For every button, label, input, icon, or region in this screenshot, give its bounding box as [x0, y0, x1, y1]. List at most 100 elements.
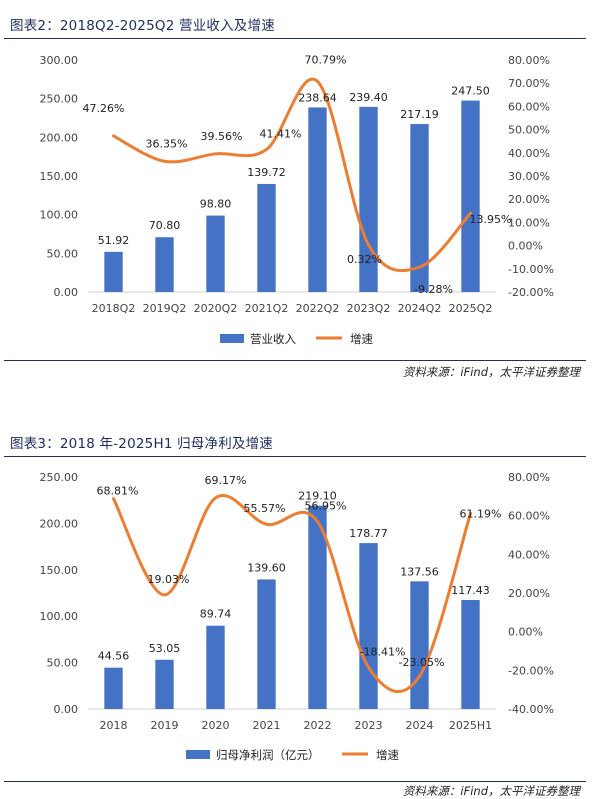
legend-bar-swatch	[186, 750, 210, 759]
bar-value-label: 217.19	[400, 108, 439, 121]
y-right-tick-label: 20.00%	[508, 193, 550, 206]
source-note: 资料来源：iFind，太平洋证券整理	[402, 784, 580, 798]
line-value-label: -18.41%	[360, 645, 406, 658]
figure-title: 图表3：2018 年-2025H1 归母净利及增速	[10, 436, 273, 452]
y-right-tick-label: 0.00%	[508, 626, 543, 639]
bar	[257, 579, 276, 709]
x-tick-label: 2023Q2	[347, 302, 391, 315]
bar	[461, 600, 480, 709]
bar-value-label: 70.80	[149, 219, 181, 232]
bar	[359, 106, 378, 292]
x-tick-label: 2019Q2	[143, 302, 187, 315]
legend-bar-swatch	[220, 334, 244, 343]
y-left-tick-label: 50.00	[47, 247, 79, 260]
bar-value-label: 239.40	[349, 91, 388, 104]
y-right-tick-label: -20.00%	[508, 286, 554, 299]
bar-value-label: 178.77	[349, 527, 388, 540]
y-right-tick-label: 70.00%	[508, 77, 550, 90]
line-value-label: 39.56%	[201, 130, 243, 143]
x-tick-label: 2025Q2	[449, 302, 493, 315]
y-right-tick-label: 60.00%	[508, 100, 550, 113]
y-left-tick-label: 250.00	[40, 471, 79, 484]
bar	[359, 543, 378, 709]
bar	[257, 183, 276, 292]
legend-line-label: 增速	[350, 332, 373, 346]
y-right-tick-label: -40.00%	[508, 703, 554, 716]
x-tick-label: 2025H1	[449, 719, 492, 732]
y-left-tick-label: 200.00	[40, 517, 79, 530]
line-value-label: 36.35%	[146, 137, 188, 150]
y-right-tick-label: 0.00%	[508, 240, 543, 253]
y-right-tick-label: 50.00%	[508, 124, 550, 137]
x-tick-label: 2021Q2	[245, 302, 289, 315]
x-tick-label: 2021	[253, 719, 281, 732]
bar	[104, 251, 123, 292]
line-value-label: 69.17%	[205, 474, 247, 487]
growth-line	[112, 77, 472, 273]
line-value-label: 47.26%	[83, 102, 125, 115]
bar-value-label: 238.64	[298, 91, 337, 104]
line-value-label: 13.95%	[470, 213, 512, 226]
y-right-tick-label: 60.00%	[508, 510, 550, 523]
bar	[461, 100, 480, 292]
bar-value-label: 98.80	[200, 198, 232, 211]
y-right-tick-label: 40.00%	[508, 548, 550, 561]
bar-value-label: 53.05	[149, 642, 181, 655]
line-value-label: 0.32%	[347, 253, 382, 266]
source-rule	[4, 360, 586, 361]
bar	[104, 667, 123, 709]
y-left-tick-label: 250.00	[40, 93, 79, 106]
line-value-label: 19.03%	[148, 573, 190, 586]
y-right-tick-label: 10.00%	[508, 216, 550, 229]
y-left-tick-label: 0.00	[54, 286, 79, 299]
y-left-tick-label: 150.00	[40, 564, 79, 577]
line-value-label: 68.81%	[97, 485, 139, 498]
bar-value-label: 117.43	[451, 584, 490, 597]
y-right-tick-label: 40.00%	[508, 147, 550, 160]
legend-line-label: 增速	[376, 748, 399, 762]
bar-value-label: 139.60	[247, 561, 286, 574]
x-tick-label: 2020	[202, 719, 230, 732]
growth-line	[112, 494, 472, 694]
line-value-label: 55.57%	[244, 502, 286, 515]
line-value-label: 70.79%	[305, 53, 347, 66]
bar	[410, 581, 429, 709]
y-right-tick-label: 80.00%	[508, 54, 550, 67]
y-right-tick-label: 20.00%	[508, 587, 550, 600]
source-note: 资料来源：iFind，太平洋证券整理	[402, 365, 580, 379]
bar	[410, 124, 429, 292]
line-value-label: 41.41%	[260, 128, 302, 141]
x-tick-label: 2024	[406, 719, 434, 732]
bar	[206, 215, 225, 292]
y-right-tick-label: -20.00%	[508, 664, 554, 677]
y-left-tick-label: 100.00	[40, 610, 79, 623]
bar-value-label: 247.50	[451, 85, 490, 98]
y-right-tick-label: 30.00%	[508, 170, 550, 183]
y-left-tick-label: 200.00	[40, 131, 79, 144]
bar	[308, 107, 327, 292]
legend-bar-label: 营业收入	[250, 332, 296, 346]
y-left-tick-label: 300.00	[40, 54, 79, 67]
y-left-tick-label: 0.00	[54, 703, 79, 716]
line-value-label: 61.19%	[460, 507, 502, 520]
y-left-tick-label: 150.00	[40, 170, 79, 183]
title-rule	[4, 38, 586, 39]
bar	[155, 659, 174, 709]
bar-value-label: 44.56	[98, 650, 130, 663]
y-left-tick-label: 100.00	[40, 209, 79, 222]
x-tick-label: 2020Q2	[194, 302, 238, 315]
bar-value-label: 219.10	[298, 490, 337, 503]
x-tick-label: 2022Q2	[296, 302, 340, 315]
line-value-label: 56.95%	[305, 500, 347, 513]
line-value-label: -23.05%	[399, 656, 445, 669]
line-value-label: -9.28%	[414, 283, 453, 296]
figure-title: 图表2：2018Q2-2025Q2 营业收入及增速	[10, 18, 275, 34]
y-right-tick-label: 80.00%	[508, 471, 550, 484]
bar	[155, 237, 174, 292]
y-right-tick-label: -10.00%	[508, 263, 554, 276]
x-tick-label: 2024Q2	[398, 302, 442, 315]
revenue-chart: 0.00 50.00 100.00 150.00 200.00 250.00 300.00 -…	[40, 53, 554, 346]
legend-bar-label: 归母净利润（亿元）	[216, 748, 320, 762]
bar-value-label: 51.92	[98, 234, 130, 247]
bar-value-label: 139.72	[247, 166, 286, 179]
